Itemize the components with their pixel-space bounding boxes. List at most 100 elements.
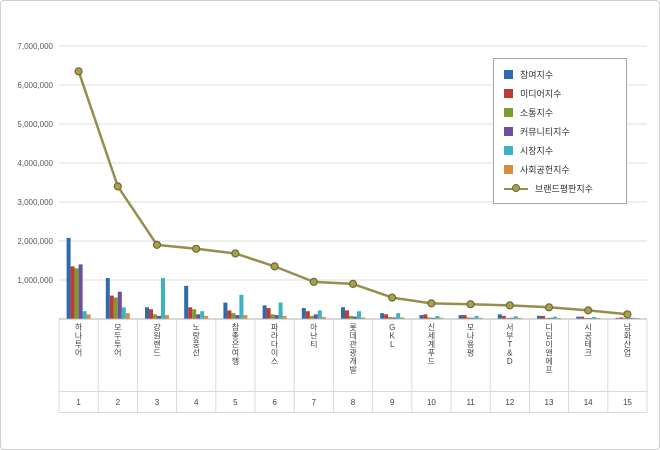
y-axis-tick-label: 3,000,000 [17, 198, 53, 207]
legend-swatch-social-contribution-index [504, 164, 513, 174]
y-axis-tick-label: 6,000,000 [17, 81, 53, 90]
bar-media-index [70, 266, 75, 319]
legend-label-market-index: 시장지수 [520, 145, 554, 156]
brand-index-marker [152, 240, 162, 249]
bar-social-contribution-index [361, 317, 365, 319]
brand-index-marker [192, 244, 201, 253]
bars-communication-index [74, 268, 628, 319]
bar-market-index [435, 315, 440, 319]
y-axis-tick-label: 1,000,000 [17, 276, 53, 285]
y-axis-tick-label: 7,000,000 [17, 42, 53, 51]
brand-index-marker [544, 303, 554, 312]
category-rank-number: 8 [351, 398, 356, 407]
bar-media-index [619, 317, 624, 319]
legend-swatch-participation-index [504, 69, 513, 79]
bar-community-index [235, 315, 240, 319]
category-rank-number: 14 [584, 398, 593, 407]
category-rank-number: 3 [155, 398, 160, 407]
category-labels: 하 나 투 어 모 두 투 어 강 원 랜 드 노 랑 풍 선 참 좋 은 여 행 파 라 다 이 스 아 난 티 롯 데 관 광 개 발 G K L 신 세… [75, 322, 632, 375]
y-axis-tick-label: 5,000,000 [17, 120, 53, 129]
bar-community-index [392, 317, 397, 319]
bar-community-index [509, 317, 514, 319]
legend-item-brand-reputation-index: 브랜드평판지수 [504, 181, 616, 195]
category-rank-number: 2 [116, 398, 121, 407]
bar-participation-index [223, 302, 228, 319]
legend-label-communication-index: 소통지수 [520, 107, 554, 118]
bar-participation-index [105, 278, 110, 319]
legend-line-marker-icon [504, 183, 528, 193]
category-rank-number: 1 [76, 398, 81, 407]
legend-swatch-market-index [504, 145, 513, 155]
legend-swatch-media-index [504, 88, 513, 98]
category-rank-number: 11 [466, 398, 475, 407]
category-rank-number: 6 [272, 398, 277, 407]
bar-market-index [161, 278, 165, 319]
bar-community-index [78, 264, 83, 319]
bar-market-index [239, 294, 244, 319]
bar-community-index [353, 316, 357, 319]
bar-communication-index [113, 297, 118, 319]
bar-participation-index [66, 237, 71, 319]
bar-participation-index [145, 307, 149, 319]
legend-item-communication-index: 소통지수 [504, 105, 616, 119]
category-label: 서 부 T & D [506, 323, 513, 366]
bar-market-index [592, 317, 597, 319]
legend-item-community-index: 커뮤니티지수 [504, 124, 616, 138]
bar-social-contribution-index [439, 317, 444, 319]
bar-media-index [423, 314, 428, 319]
bar-social-contribution-index [321, 317, 326, 319]
bar-social-contribution-index [478, 317, 483, 319]
brand-index-marker [388, 293, 397, 302]
x-axis [58, 318, 648, 413]
bar-participation-index [497, 314, 502, 319]
bar-social-contribution-index [282, 315, 287, 319]
bar-media-index [501, 315, 506, 319]
legend-swatch-community-index [504, 126, 513, 136]
category-rank-number: 12 [505, 398, 514, 407]
bar-participation-index [184, 285, 189, 319]
bar-social-contribution-index [165, 315, 169, 319]
brand-index-marker [466, 300, 475, 309]
line-brand-reputation-index [74, 67, 632, 319]
category-rank-number: 10 [427, 398, 436, 407]
bar-media-index [109, 295, 114, 319]
bar-media-index [149, 309, 153, 319]
bar-communication-index [427, 317, 432, 319]
bar-media-index [580, 316, 585, 319]
legend-label-participation-index: 참여지수 [520, 69, 554, 80]
brand-index-marker [270, 262, 279, 271]
bar-communication-index [349, 315, 353, 319]
bar-communication-index [270, 314, 275, 319]
bar-social-contribution-index [86, 314, 91, 319]
bar-communication-index [309, 315, 314, 319]
category-rank-number: 13 [545, 398, 554, 407]
bar-social-contribution-index [125, 313, 130, 319]
legend-label-media-index: 미디어지수 [520, 88, 562, 99]
bar-participation-index [537, 315, 541, 319]
brand-index-marker [584, 306, 593, 315]
bar-communication-index [231, 313, 236, 319]
bar-media-index [345, 310, 349, 319]
bar-community-index [196, 314, 201, 319]
y-axis-tick-label: 4,000,000 [17, 159, 53, 168]
brand-index-marker [113, 182, 122, 191]
bar-market-index [278, 302, 283, 319]
bar-market-index [317, 310, 322, 319]
brand-index-marker [231, 249, 240, 258]
bar-market-index [396, 313, 401, 319]
category-rank-number: 9 [390, 398, 395, 407]
bar-communication-index [74, 268, 79, 319]
category-rank-number: 15 [623, 398, 632, 407]
bars-market-index [82, 278, 636, 319]
legend-item-social-contribution-index: 사회공헌지수 [504, 162, 616, 176]
brand-index-marker [505, 301, 514, 310]
bar-communication-index [545, 317, 549, 319]
bar-communication-index [388, 317, 393, 319]
